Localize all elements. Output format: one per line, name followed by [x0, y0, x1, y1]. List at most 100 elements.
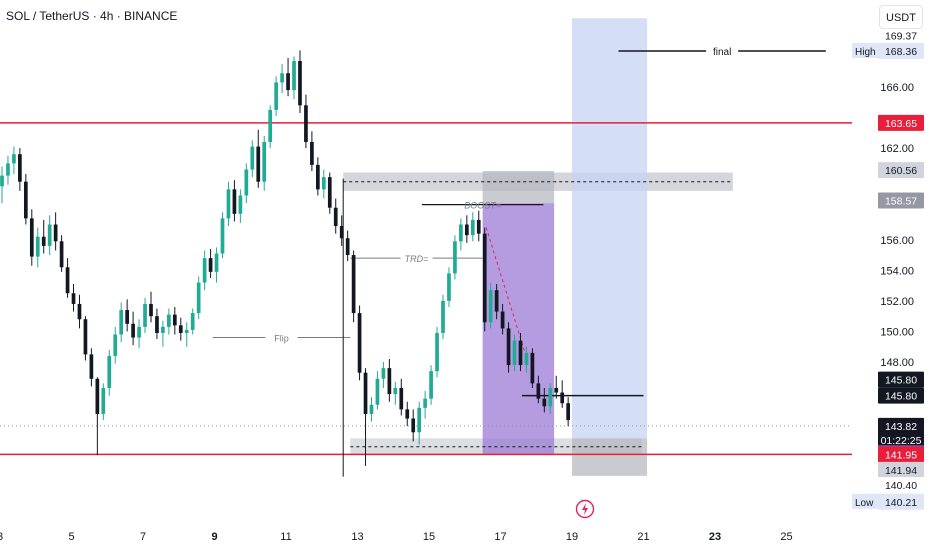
candle-body[interactable] [190, 313, 195, 330]
candle-body[interactable] [262, 142, 267, 182]
candle-body[interactable] [351, 255, 356, 314]
candle-body[interactable] [423, 398, 427, 408]
candle-body[interactable] [476, 219, 481, 234]
candle-body[interactable] [280, 73, 284, 83]
candle-body[interactable] [202, 258, 207, 283]
candle-body[interactable] [18, 154, 22, 182]
candle-body[interactable] [250, 146, 255, 170]
candle-body[interactable] [470, 219, 475, 236]
candle-body[interactable] [178, 325, 183, 333]
candle-body[interactable] [184, 329, 189, 333]
candle-body[interactable] [566, 403, 571, 421]
candle-body[interactable] [256, 146, 261, 182]
candle-body[interactable] [316, 164, 320, 190]
candle-body[interactable] [12, 154, 16, 164]
candle-body[interactable] [512, 340, 517, 366]
candle-body[interactable] [23, 181, 28, 219]
candle-body[interactable] [172, 314, 177, 326]
candle-body[interactable] [119, 310, 124, 335]
candle-body[interactable] [524, 352, 529, 366]
candle-body[interactable] [41, 236, 46, 246]
candle-body[interactable] [143, 303, 147, 327]
candle-body[interactable] [333, 207, 338, 227]
candle-body[interactable] [268, 109, 273, 142]
candle-body[interactable] [435, 332, 439, 372]
candle-body[interactable] [101, 387, 106, 414]
candle-body[interactable] [560, 392, 565, 404]
candle-body[interactable] [53, 224, 58, 242]
candle-body[interactable] [530, 352, 535, 384]
candle-body[interactable] [89, 354, 94, 379]
candle-body[interactable] [274, 82, 278, 110]
candle-body[interactable] [29, 218, 34, 257]
candle-body[interactable] [447, 273, 451, 301]
candle-body[interactable] [238, 195, 243, 214]
candle-body[interactable] [244, 169, 249, 196]
candle-body[interactable] [0, 175, 4, 187]
candle-body[interactable] [196, 282, 201, 314]
candle-body[interactable] [65, 267, 70, 294]
candle-body[interactable] [304, 105, 308, 142]
candle-body[interactable] [464, 224, 469, 236]
candle-body[interactable] [71, 293, 76, 304]
candle-body[interactable] [95, 378, 100, 414]
candle-body[interactable] [429, 371, 433, 399]
candle-body[interactable] [208, 258, 213, 272]
candle-body[interactable] [494, 290, 499, 312]
candle-body[interactable] [214, 253, 219, 272]
candle-body[interactable] [167, 314, 171, 327]
candle-body[interactable] [155, 316, 159, 333]
candle-body[interactable] [369, 404, 374, 414]
candle-body[interactable] [488, 290, 493, 323]
candle-body[interactable] [149, 303, 153, 317]
candle-body[interactable] [518, 340, 523, 366]
purple-target-zone[interactable] [482, 203, 555, 454]
candle-body[interactable] [107, 355, 112, 388]
candle-body[interactable] [161, 326, 165, 333]
candle-body[interactable] [500, 311, 505, 329]
candle-body[interactable] [375, 378, 380, 405]
candle-body[interactable] [113, 334, 118, 356]
candle-body[interactable] [548, 387, 553, 407]
candle-body[interactable] [77, 303, 82, 320]
candle-body[interactable] [59, 241, 64, 268]
candle-body[interactable] [286, 73, 290, 91]
candle-body[interactable] [226, 189, 231, 219]
candle-body[interactable] [47, 224, 52, 246]
candle-body[interactable] [387, 368, 392, 395]
candle-body[interactable] [232, 189, 237, 214]
candle-body[interactable] [357, 313, 362, 373]
candle-body[interactable] [542, 398, 547, 407]
candle-body[interactable] [137, 326, 141, 338]
candle-body[interactable] [411, 418, 416, 433]
candle-body[interactable] [292, 61, 296, 91]
candle-body[interactable] [363, 372, 368, 414]
candle-body[interactable] [298, 61, 302, 106]
candle-body[interactable] [345, 238, 350, 256]
candle-body[interactable] [393, 387, 398, 395]
grey-lower-zone[interactable] [572, 438, 648, 476]
candle-body[interactable] [321, 177, 326, 190]
candle-body[interactable] [399, 387, 404, 410]
candle-body[interactable] [459, 224, 463, 242]
candle-body[interactable] [453, 241, 457, 274]
candle-body[interactable] [381, 368, 386, 379]
candle-body[interactable] [83, 319, 88, 355]
candle-body[interactable] [417, 407, 422, 433]
candle-body[interactable] [310, 142, 314, 165]
candle-body[interactable] [536, 383, 541, 399]
candle-body[interactable] [6, 163, 10, 176]
candle-body[interactable] [506, 328, 511, 366]
currency-button[interactable]: USDT [879, 5, 923, 29]
candle-body[interactable] [482, 233, 487, 323]
candle-body[interactable] [405, 409, 410, 419]
candle-body[interactable] [339, 226, 344, 239]
candle-body[interactable] [327, 177, 332, 208]
candle-body[interactable] [220, 218, 225, 254]
candle-body[interactable] [35, 236, 40, 257]
candle-body[interactable] [441, 300, 445, 333]
candle-body[interactable] [554, 387, 559, 393]
blue-target-zone[interactable] [572, 18, 648, 439]
